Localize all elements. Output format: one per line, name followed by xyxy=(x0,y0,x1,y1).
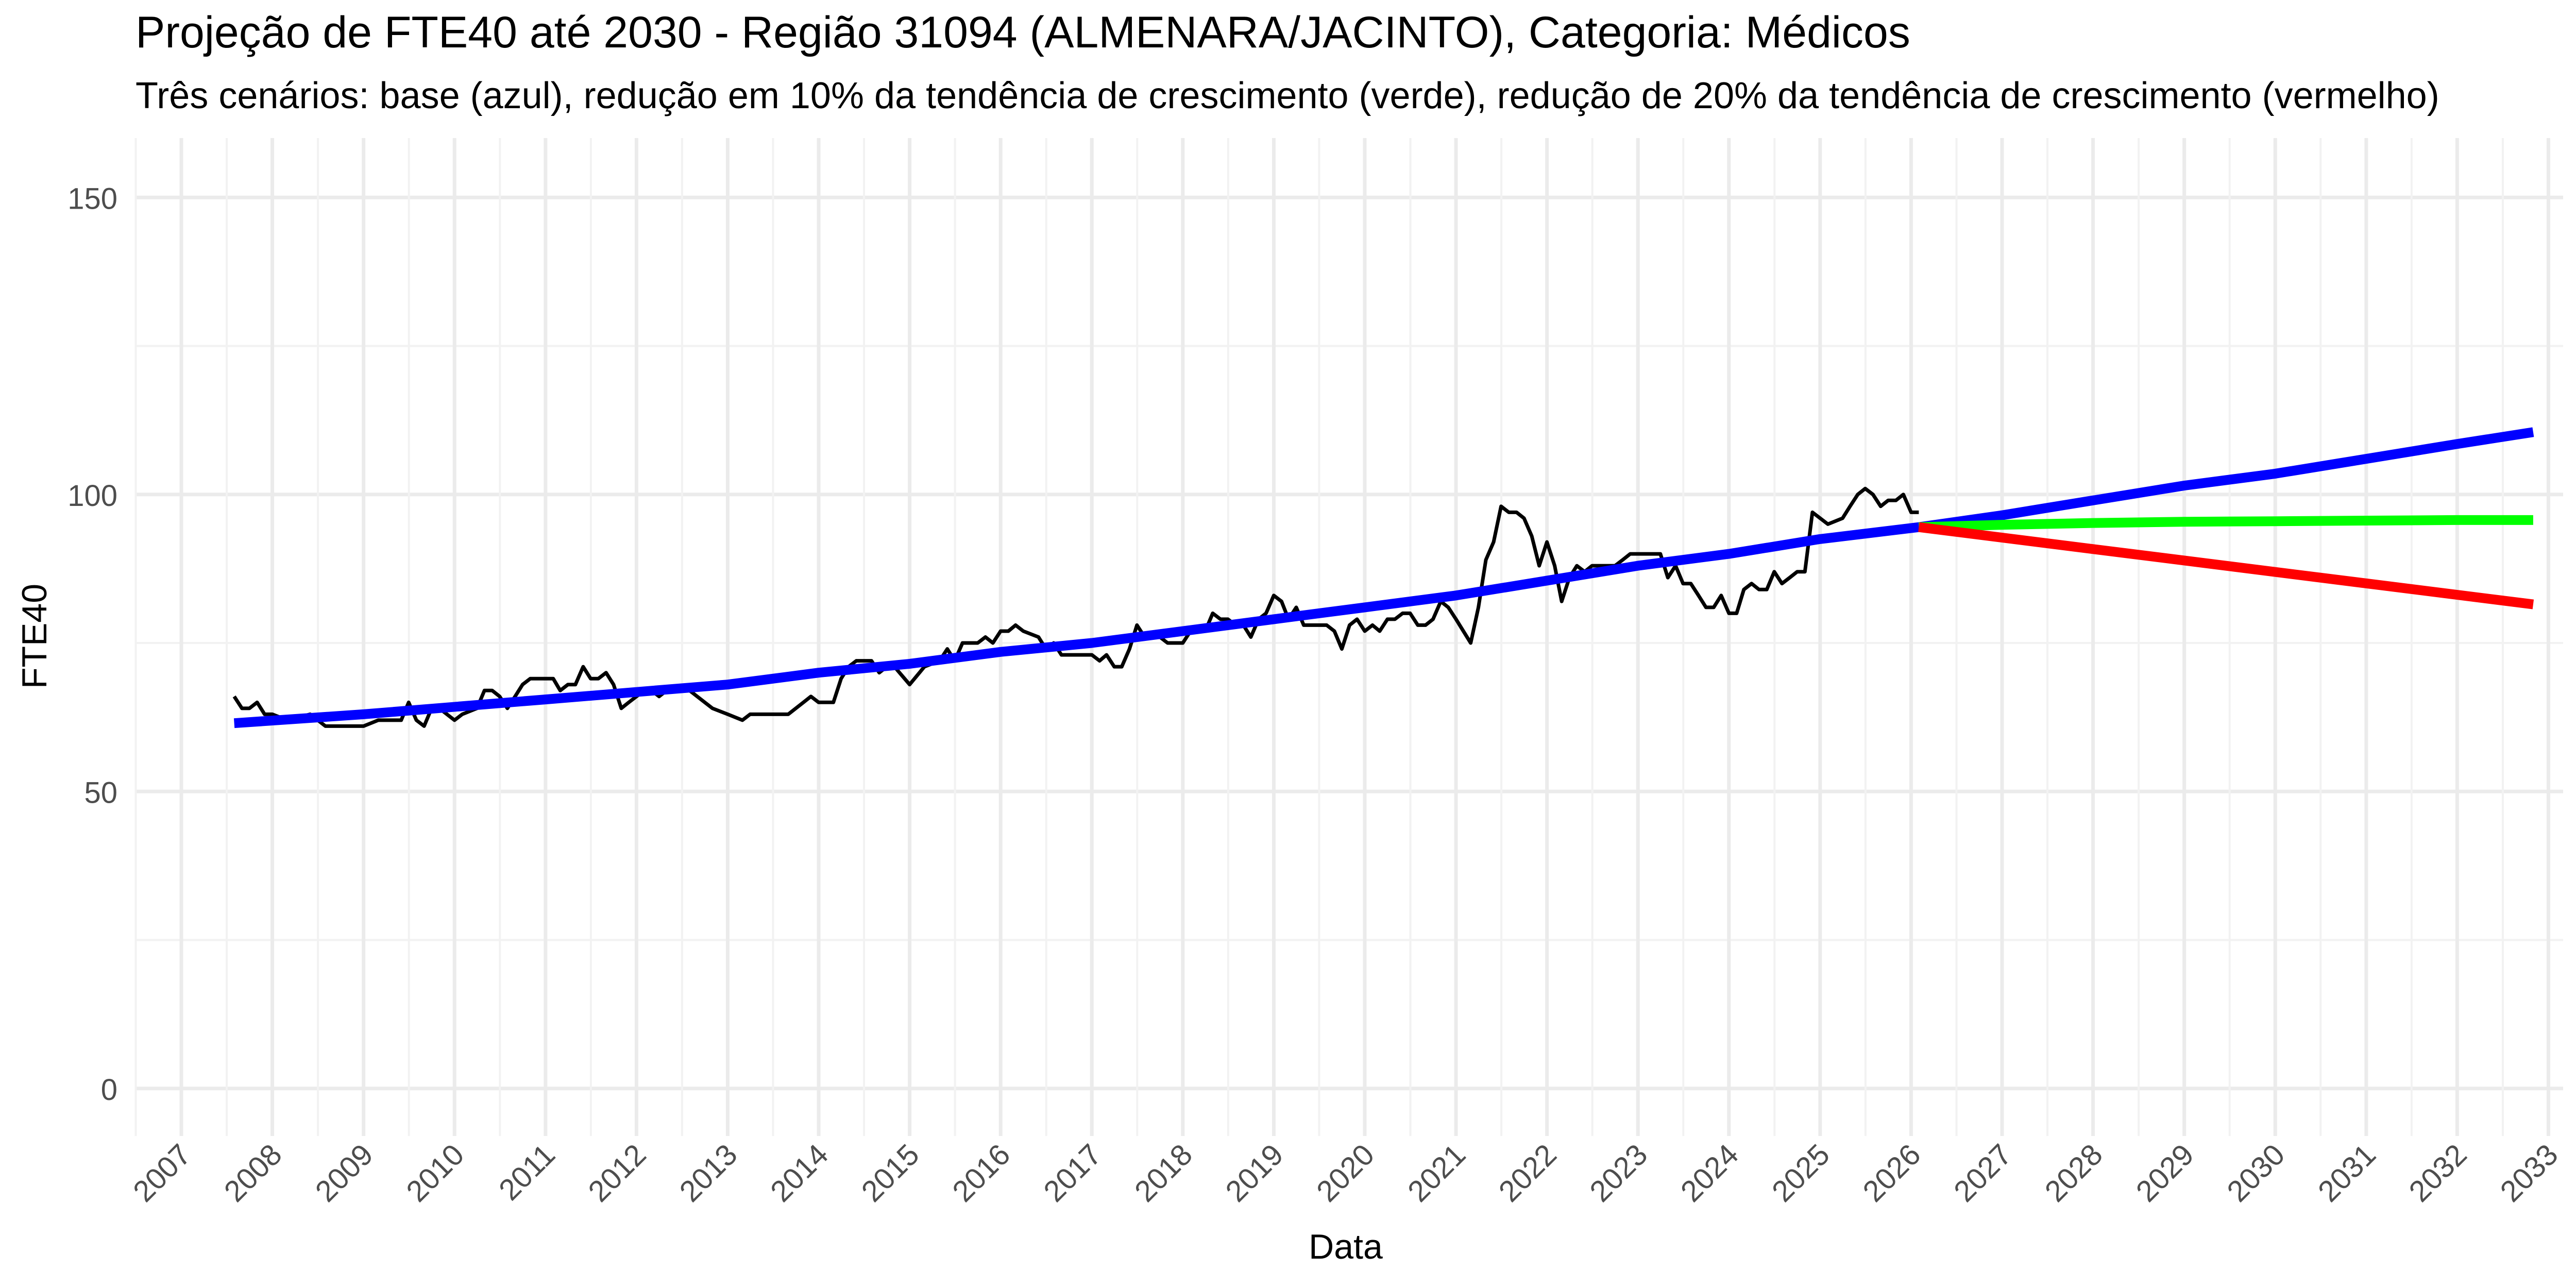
x-tick-label: 2027 xyxy=(1947,1138,2018,1208)
x-tick-label: 2009 xyxy=(309,1138,380,1208)
x-tick-label: 2031 xyxy=(2312,1138,2382,1208)
series-line-0 xyxy=(232,486,1919,728)
plot-grid xyxy=(134,138,2563,1136)
x-tick-label: 2013 xyxy=(673,1138,743,1208)
x-tick-label: 2020 xyxy=(1310,1138,1381,1208)
chart-title: Projeção de FTE40 até 2030 - Região 3109… xyxy=(135,8,1910,57)
y-tick-label: 100 xyxy=(67,479,117,513)
y-tick-label: 50 xyxy=(84,776,117,809)
y-tick-label: 150 xyxy=(67,182,117,215)
x-tick-label: 2023 xyxy=(1583,1138,1654,1208)
x-tick-label: 2017 xyxy=(1037,1138,1108,1208)
x-tick-label: 2014 xyxy=(764,1138,835,1208)
series-line-3 xyxy=(1918,522,2534,609)
series-line-1 xyxy=(233,427,2534,728)
x-tick-label: 2029 xyxy=(2130,1138,2200,1208)
x-tick-label: 2026 xyxy=(1856,1138,1927,1208)
x-tick-label: 2033 xyxy=(2494,1138,2564,1208)
plot-series xyxy=(232,427,2534,728)
x-tick-label: 2019 xyxy=(1219,1138,1290,1208)
x-tick-label: 2011 xyxy=(493,1138,562,1207)
chart-subtitle: Três cenários: base (azul), redução em 1… xyxy=(135,75,2439,116)
x-tick-label: 2030 xyxy=(2221,1138,2291,1208)
x-tick-label: 2025 xyxy=(1766,1138,1836,1208)
x-tick-label: 2012 xyxy=(582,1138,652,1208)
x-tick-label: 2007 xyxy=(127,1138,197,1208)
y-axis-title: FTE40 xyxy=(15,584,54,689)
x-tick-label: 2032 xyxy=(2402,1138,2473,1208)
series-line-2 xyxy=(1919,515,2533,532)
x-tick-label: 2010 xyxy=(400,1138,470,1208)
x-tick-label: 2028 xyxy=(2039,1138,2109,1208)
x-tick-label: 2024 xyxy=(1674,1138,1745,1208)
y-tick-label: 0 xyxy=(101,1073,117,1107)
x-axis-ticks: 2007 2008 2009 2010 2011 2012 2013 2014 2015 2016… xyxy=(127,1138,2565,1208)
x-axis-title: Data xyxy=(1309,1227,1383,1266)
x-tick-label: 2008 xyxy=(218,1138,289,1208)
x-tick-label: 2022 xyxy=(1493,1138,1563,1208)
x-tick-label: 2016 xyxy=(946,1138,1016,1208)
y-axis-ticks: 0 50 100 150 xyxy=(67,182,117,1106)
x-tick-label: 2021 xyxy=(1401,1138,1472,1208)
x-tick-label: 2015 xyxy=(855,1138,926,1208)
x-tick-label: 2018 xyxy=(1128,1138,1199,1208)
